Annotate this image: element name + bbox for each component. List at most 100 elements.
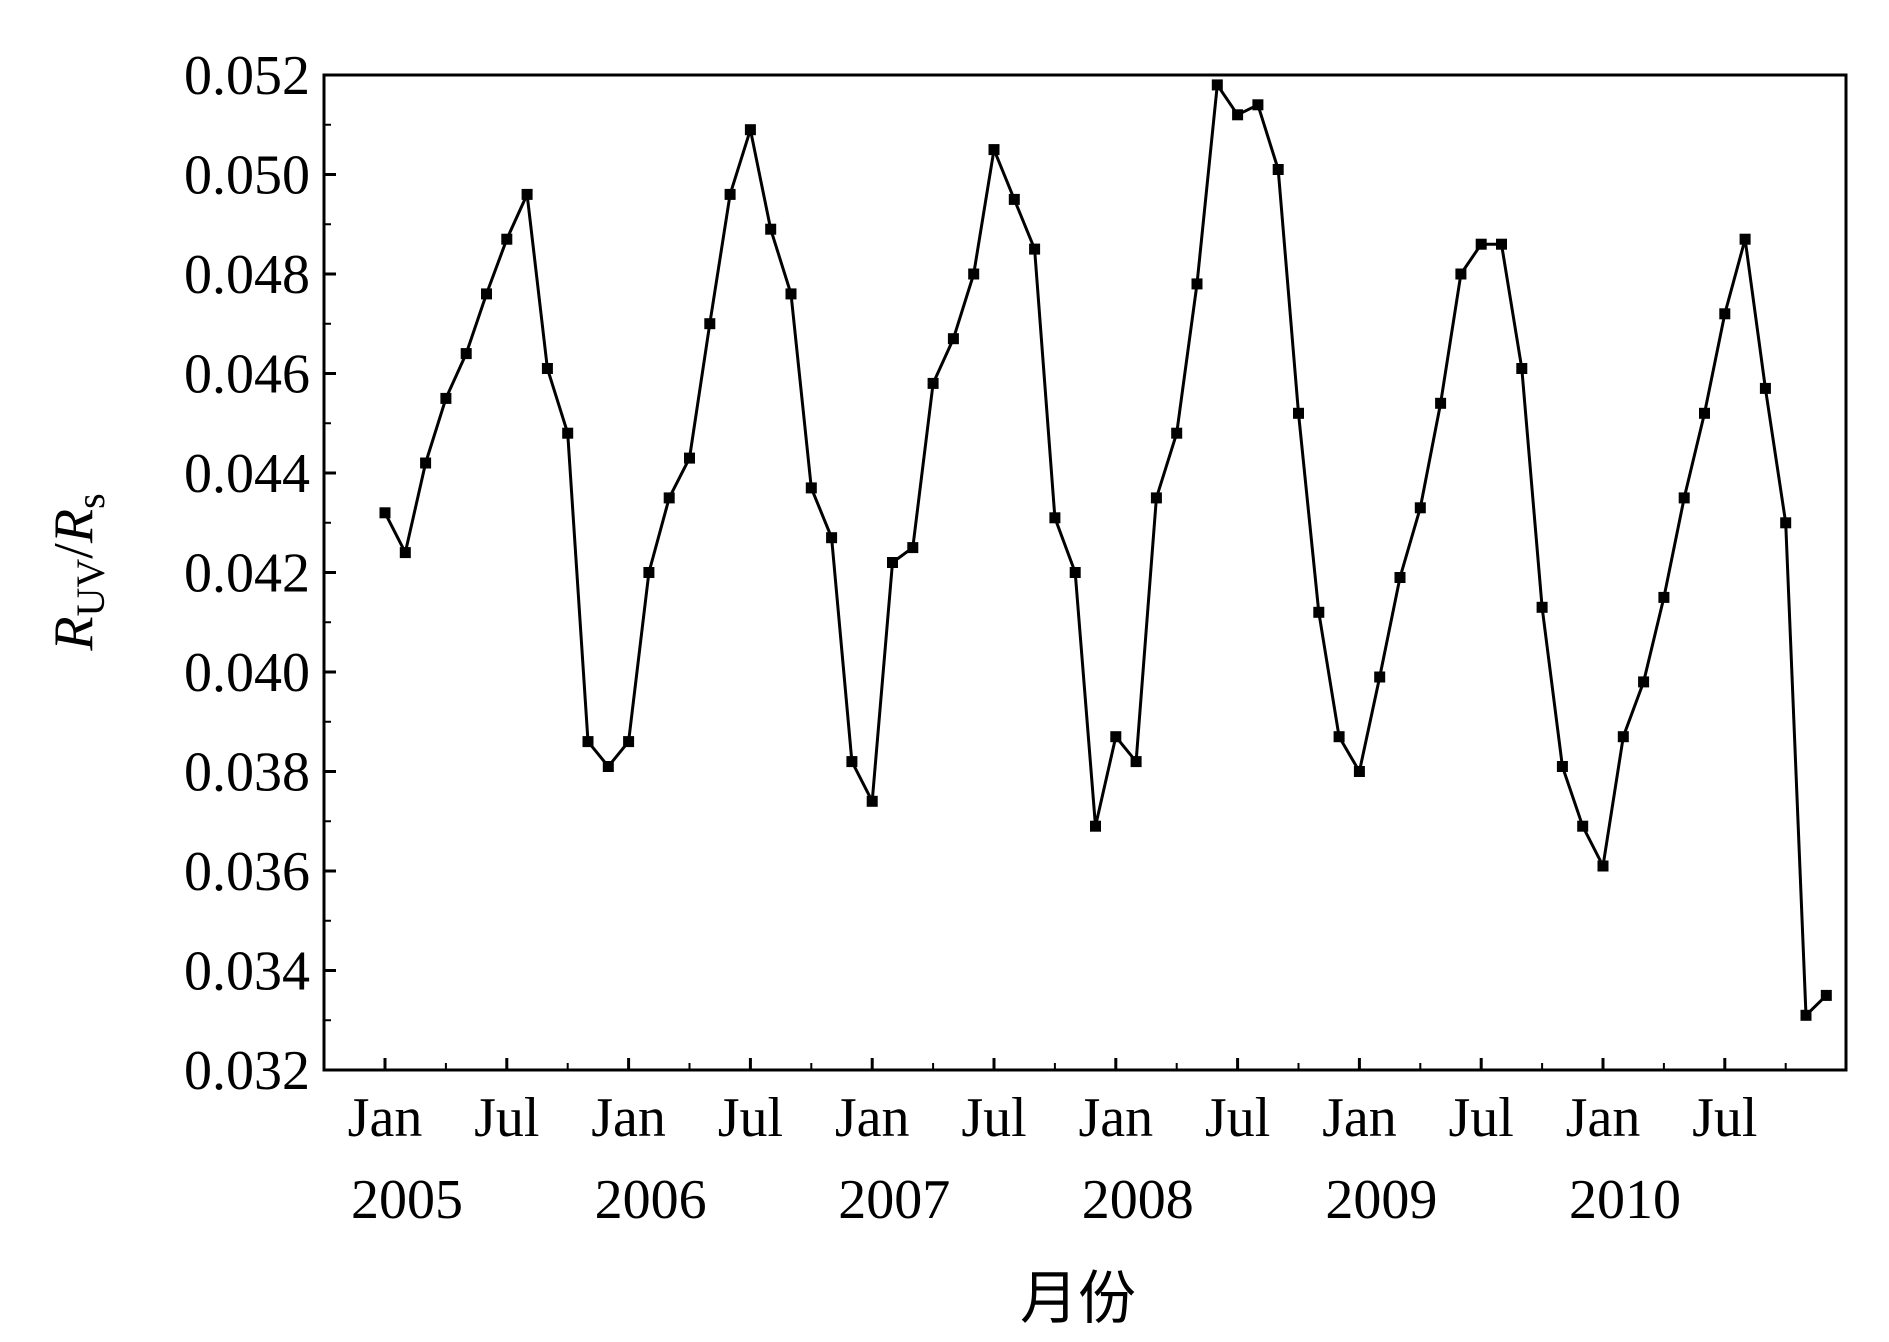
data-point bbox=[988, 144, 1000, 156]
y-tick-label: 0.032 bbox=[184, 1040, 310, 1102]
data-point bbox=[460, 348, 472, 360]
data-point bbox=[968, 268, 980, 280]
data-point bbox=[785, 288, 797, 300]
y-tick-label: 0.034 bbox=[184, 941, 310, 1003]
x-tick-label-month: Jan bbox=[1566, 1087, 1641, 1149]
data-point bbox=[1577, 820, 1589, 832]
y-axis-title: RUV/Rs bbox=[43, 493, 113, 651]
data-point bbox=[1739, 233, 1751, 245]
data-point bbox=[887, 557, 898, 568]
x-tick-label-year: 2006 bbox=[595, 1169, 707, 1231]
x-tick-label-month: Jan bbox=[1078, 1087, 1153, 1149]
series-layer bbox=[379, 79, 1832, 1021]
x-tick-label-month: Jul bbox=[1692, 1087, 1757, 1149]
x-tick-label-year: 2007 bbox=[838, 1169, 950, 1231]
data-point bbox=[1800, 1009, 1812, 1021]
x-tick-label-year: 2010 bbox=[1569, 1169, 1681, 1231]
data-point bbox=[1556, 761, 1568, 772]
x-tick-label-year: 2009 bbox=[1325, 1169, 1437, 1231]
y-tick-label: 0.044 bbox=[184, 443, 310, 505]
x-axis-title: 月份 bbox=[1020, 1264, 1136, 1332]
x-tick-label-month: Jan bbox=[835, 1087, 910, 1149]
data-point bbox=[602, 761, 614, 772]
data-point bbox=[907, 542, 919, 554]
x-tick-label-month: Jan bbox=[348, 1087, 423, 1149]
data-point bbox=[1272, 164, 1284, 175]
data-point bbox=[765, 223, 777, 235]
data-point bbox=[1130, 756, 1142, 768]
data-point bbox=[663, 492, 675, 504]
data-point bbox=[1435, 397, 1447, 409]
data-point bbox=[1252, 99, 1264, 111]
y-tick-label: 0.042 bbox=[184, 543, 310, 605]
plot-frame bbox=[322, 73, 1848, 1072]
data-point bbox=[1029, 243, 1041, 255]
data-point bbox=[1455, 268, 1467, 280]
x-tick-label-month: Jan bbox=[1322, 1087, 1397, 1149]
data-point bbox=[562, 427, 574, 439]
data-point bbox=[805, 482, 817, 494]
data-point bbox=[1516, 363, 1528, 374]
ticks-layer bbox=[324, 73, 1787, 1072]
y-tick-label: 0.040 bbox=[184, 642, 310, 704]
data-point bbox=[1313, 606, 1325, 618]
data-point bbox=[1211, 79, 1223, 91]
data-point bbox=[399, 547, 411, 559]
data-point bbox=[1678, 492, 1690, 504]
data-point bbox=[521, 188, 533, 200]
data-point bbox=[927, 377, 939, 389]
data-point bbox=[1719, 308, 1731, 320]
data-point bbox=[744, 124, 756, 136]
x-tick-label-month: Jan bbox=[591, 1087, 666, 1149]
data-point bbox=[1150, 492, 1162, 504]
x-tick-label-month: Jul bbox=[718, 1087, 783, 1149]
data-point bbox=[481, 288, 492, 300]
data-point bbox=[1090, 820, 1101, 832]
y-tick-label: 0.050 bbox=[184, 145, 310, 207]
data-point bbox=[1293, 407, 1304, 419]
x-tick-label-month: Jul bbox=[1449, 1087, 1514, 1149]
data-point bbox=[420, 457, 432, 469]
x-tick-label-month: Jul bbox=[1205, 1087, 1270, 1149]
x-tick-label-year: 2005 bbox=[351, 1169, 463, 1231]
y-tick-label: 0.036 bbox=[184, 841, 310, 903]
data-point bbox=[440, 392, 452, 404]
data-point bbox=[1232, 109, 1244, 121]
x-tick-label-month: Jul bbox=[474, 1087, 539, 1149]
data-point bbox=[1333, 731, 1345, 743]
data-point bbox=[1759, 382, 1771, 394]
data-point bbox=[1475, 238, 1487, 250]
data-point bbox=[724, 188, 736, 200]
data-point bbox=[846, 756, 858, 768]
data-point bbox=[1496, 238, 1507, 250]
data-point bbox=[1820, 989, 1832, 1001]
data-point bbox=[1374, 671, 1386, 683]
data-point bbox=[1536, 601, 1548, 613]
y-axis-title-sub1: UV bbox=[68, 559, 113, 617]
data-point bbox=[684, 452, 695, 464]
data-point bbox=[582, 736, 594, 748]
x-tick-label-month: Jul bbox=[961, 1087, 1026, 1149]
data-point bbox=[1617, 731, 1629, 743]
data-point bbox=[704, 318, 716, 330]
data-point bbox=[866, 795, 878, 807]
data-point bbox=[1049, 512, 1061, 524]
y-axis-title-sub2: s bbox=[68, 493, 113, 509]
data-point bbox=[1191, 278, 1203, 290]
data-point bbox=[826, 532, 838, 544]
data-point bbox=[1008, 193, 1020, 205]
x-tick-label-year: 2008 bbox=[1082, 1169, 1194, 1231]
data-point bbox=[1353, 766, 1365, 777]
y-tick-label: 0.038 bbox=[184, 742, 310, 804]
data-point bbox=[379, 507, 391, 519]
data-point bbox=[1414, 502, 1426, 514]
data-point bbox=[1780, 517, 1792, 529]
series-line bbox=[383, 83, 1828, 1017]
data-point bbox=[1658, 591, 1670, 603]
data-point bbox=[1110, 731, 1122, 743]
y-tick-label: 0.046 bbox=[184, 344, 310, 406]
y-tick-label: 0.048 bbox=[184, 244, 310, 306]
y-axis-title-r1: R bbox=[43, 616, 105, 651]
